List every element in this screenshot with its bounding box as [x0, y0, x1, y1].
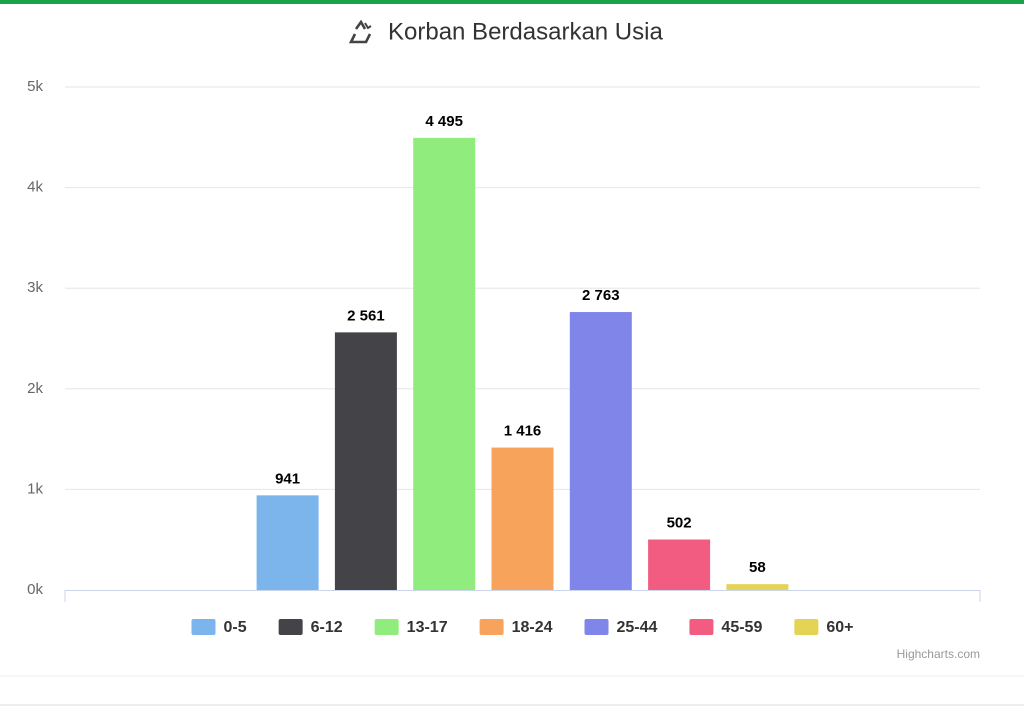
bar — [648, 539, 711, 590]
legend-label[interactable]: 0-5 — [224, 619, 247, 636]
top-bar — [0, 0, 1024, 4]
y-tick-label: 2k — [27, 380, 43, 397]
chart-title: Korban Berdasarkan Usia — [388, 18, 663, 45]
y-tick-label: 3k — [27, 279, 43, 296]
y-tick-label: 1k — [27, 480, 43, 497]
bar — [413, 137, 476, 591]
recycle-icon — [348, 19, 372, 44]
data-label: 4 495 — [425, 113, 463, 130]
y-tick-label: 5k — [27, 78, 43, 95]
legend-swatch — [794, 619, 819, 635]
bar — [334, 332, 397, 590]
legend-label[interactable]: 60+ — [826, 619, 853, 636]
legend-label[interactable]: 6-12 — [311, 619, 343, 636]
legend-label[interactable]: 13-17 — [407, 619, 448, 636]
legend-swatch — [278, 619, 303, 635]
bar — [569, 312, 632, 590]
data-label: 1 416 — [504, 423, 542, 440]
data-label: 2 763 — [582, 287, 620, 304]
data-label: 941 — [275, 470, 300, 487]
y-tick-label: 0k — [27, 581, 43, 598]
legend-swatch — [374, 619, 399, 635]
credits[interactable]: Highcharts.com — [897, 647, 980, 661]
data-label: 58 — [749, 559, 766, 576]
legend-label[interactable]: 25-44 — [617, 619, 658, 636]
data-label: 2 561 — [347, 307, 385, 324]
legend: 0-5 6-12 13-17 18-24 25-44 45-59 60+ — [191, 619, 853, 636]
bar — [256, 495, 319, 590]
legend-swatch — [479, 619, 504, 635]
legend-swatch — [689, 619, 714, 635]
legend-swatch — [584, 619, 609, 635]
bar — [491, 447, 554, 590]
y-tick-label: 4k — [27, 179, 43, 196]
data-label: 502 — [667, 514, 692, 531]
legend-swatch — [191, 619, 216, 635]
legend-label[interactable]: 45-59 — [721, 619, 762, 636]
bar — [726, 584, 789, 590]
legend-label[interactable]: 18-24 — [512, 619, 553, 636]
